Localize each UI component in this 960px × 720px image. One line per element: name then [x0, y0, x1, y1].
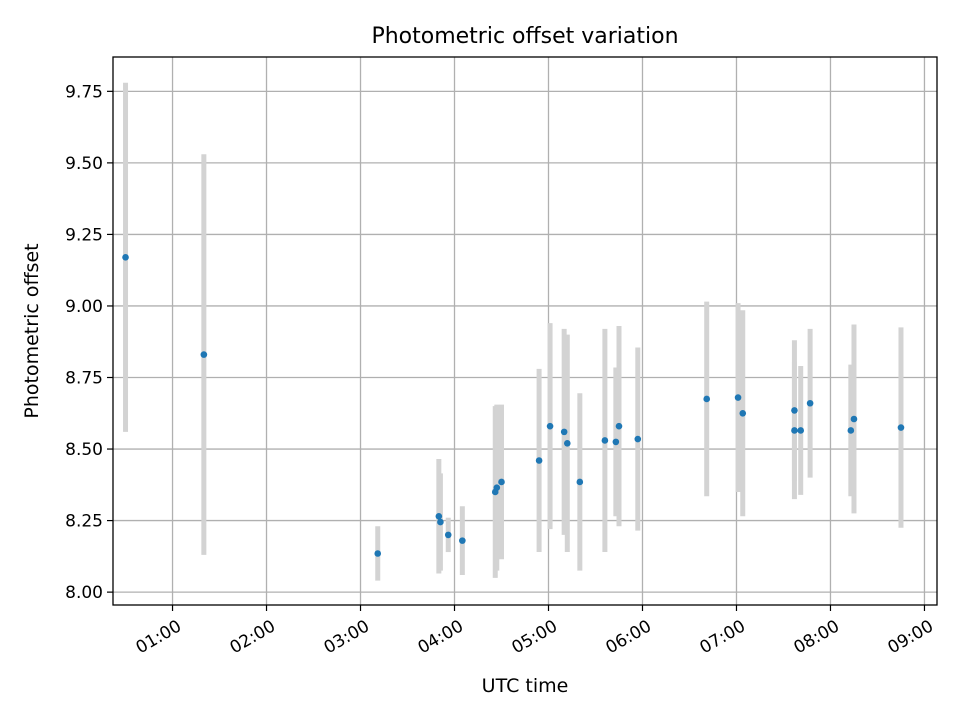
- data-point: [459, 537, 466, 544]
- x-tick-label: 05:00: [509, 616, 561, 658]
- data-point: [734, 394, 742, 401]
- y-tick-label: 8.25: [65, 512, 103, 532]
- data-point: [739, 409, 747, 417]
- data-point: [850, 415, 858, 423]
- x-axis-label: UTC time: [482, 675, 569, 697]
- data-point: [200, 351, 208, 358]
- x-axis: 01:00 02:00 03:00 04:00 05:00 06:00 07:00 08:00…: [133, 605, 937, 658]
- data-point: [535, 457, 543, 464]
- x-tick-label: 04:00: [415, 616, 467, 658]
- data-point: [897, 424, 905, 431]
- data-point: [560, 428, 568, 436]
- y-axis: 8.00 8.25 8.50 8.75 9.00 9.25 9.50 9.75: [65, 82, 113, 603]
- y-tick-label: 9.25: [65, 225, 103, 245]
- y-tick-label: 9.00: [65, 297, 103, 317]
- data-point: [615, 422, 623, 430]
- data-point: [601, 437, 609, 444]
- data-point: [374, 550, 382, 557]
- y-tick-label: 9.75: [65, 82, 103, 102]
- y-axis-label: Photometric offset: [21, 243, 43, 418]
- grid: [113, 57, 937, 605]
- chart-title: Photometric offset variation: [371, 24, 678, 49]
- data-point: [444, 531, 452, 539]
- data-point: [563, 440, 571, 447]
- x-tick-label: 02:00: [227, 616, 279, 658]
- plot-frame: [112, 56, 938, 606]
- x-tick-label: 09:00: [885, 616, 937, 658]
- y-tick-label: 8.75: [65, 369, 103, 389]
- y-tick-label: 8.00: [65, 583, 103, 603]
- data-point: [493, 484, 501, 491]
- data-points: [122, 254, 905, 557]
- data-point: [122, 254, 129, 261]
- data-point: [791, 407, 798, 414]
- data-point: [806, 399, 814, 407]
- data-point: [437, 518, 444, 526]
- x-tick-label: 03:00: [321, 616, 373, 658]
- x-tick-label: 07:00: [697, 616, 749, 658]
- data-point: [435, 512, 443, 520]
- data-point: [791, 427, 798, 434]
- data-point: [612, 438, 620, 446]
- data-point: [634, 435, 642, 443]
- x-tick-label: 08:00: [791, 616, 843, 658]
- data-point: [576, 478, 584, 486]
- data-point: [797, 427, 805, 434]
- data-point: [498, 478, 505, 486]
- data-point: [546, 422, 554, 430]
- x-tick-label: 01:00: [133, 616, 185, 658]
- y-tick-label: 9.50: [65, 154, 103, 174]
- data-point: [847, 427, 855, 434]
- x-tick-label: 06:00: [603, 616, 655, 658]
- data-point: [703, 395, 711, 403]
- y-tick-label: 8.50: [65, 440, 103, 460]
- error-bars: [123, 82, 904, 581]
